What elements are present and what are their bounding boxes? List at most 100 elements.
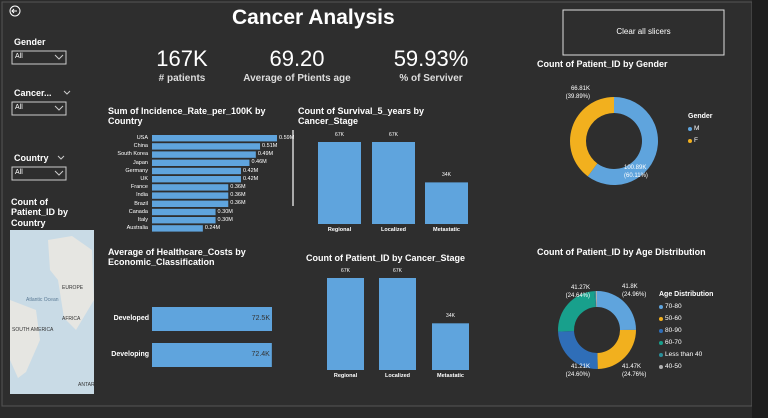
- data-label: 34K: [442, 172, 451, 179]
- bar: [152, 208, 216, 216]
- legend-title: Gender: [688, 113, 713, 120]
- percent-label: (24.64%): [565, 293, 590, 299]
- percent-label: (24.96%): [622, 292, 647, 298]
- chevrons: [54, 54, 71, 176]
- chart-title: Average of Healthcare_Costs by Economic_…: [108, 247, 246, 268]
- data-label: 72.5K: [251, 315, 270, 322]
- clear-button-box[interactable]: [562, 9, 725, 56]
- donut-slice: [558, 330, 598, 369]
- chart-title: Count of Patient_ID by Age Distribution: [537, 247, 706, 257]
- map-label: Atlantic Ocean: [26, 297, 59, 303]
- map-label: AFRICA: [62, 316, 81, 322]
- legend-entry: 40-50: [665, 363, 682, 370]
- slicer-box[interactable]: [11, 166, 67, 181]
- donut-slice: [587, 97, 659, 185]
- category-label: Localized: [384, 373, 411, 379]
- category-label: Developed: [113, 314, 149, 322]
- legend-marker: [659, 341, 663, 345]
- category-label: Japan: [133, 159, 148, 166]
- data-label: 41.21K: [570, 364, 590, 370]
- donut-slice: [570, 97, 614, 177]
- data-label: 41.47K: [622, 364, 642, 370]
- bar: [152, 192, 229, 199]
- legend-marker: [659, 317, 663, 321]
- map-label: EUROPE: [62, 285, 84, 291]
- map-label: SOUTH AMERICA: [12, 327, 54, 333]
- donut-slice: [597, 329, 637, 369]
- slicer-value[interactable]: All: [15, 169, 23, 176]
- category-label: South Korea: [117, 151, 148, 158]
- slicer-label: Cancer...: [14, 88, 52, 98]
- legend-entry: M: [694, 125, 700, 132]
- category-label: Metastatic: [437, 373, 464, 379]
- category-label: Regional: [333, 373, 358, 379]
- percent-label: (60.11%): [624, 173, 648, 179]
- map-land: [10, 300, 40, 378]
- map-label: ANTAR: [78, 382, 95, 388]
- bar: [152, 217, 216, 224]
- bar: [152, 151, 256, 158]
- legend-entry: Less than 40: [665, 351, 703, 358]
- legend-marker: [659, 353, 663, 357]
- legend-title: Age Distribution: [659, 291, 714, 298]
- scrollbar[interactable]: [292, 130, 294, 206]
- slicer-label: Country: [14, 153, 49, 163]
- slicer-box[interactable]: [11, 50, 67, 65]
- category-label: USA: [136, 134, 148, 141]
- kpi-label: Average of Ptients age: [243, 73, 351, 84]
- kpi-label: % of Serviver: [399, 73, 463, 84]
- slicer-value[interactable]: All: [15, 104, 23, 111]
- clear-slicers[interactable]: Clear all slicers: [616, 27, 671, 36]
- bar: [152, 176, 241, 183]
- bar: [152, 225, 203, 232]
- map-title: Count of Patient_ID by Country: [11, 197, 69, 228]
- donut-slice: [594, 291, 597, 308]
- category-label: Brazil: [134, 200, 148, 207]
- back-button[interactable]: [9, 5, 21, 17]
- legend-marker: [688, 127, 692, 131]
- legend-marker: [659, 365, 663, 369]
- data-label: 72.4K: [251, 351, 270, 358]
- category-label: India: [136, 192, 148, 199]
- bar: [425, 182, 468, 224]
- data-label: 100.89K: [624, 165, 647, 171]
- bar: [152, 184, 229, 191]
- category-label: Metastatic: [433, 227, 460, 233]
- legend-marker: [659, 305, 663, 309]
- bar: [152, 343, 272, 367]
- bar: [152, 159, 250, 166]
- side-strip: [752, 0, 768, 418]
- legend-marker: [659, 329, 663, 333]
- data-label: 67K: [393, 268, 402, 274]
- kpi-value: 59.93%: [393, 46, 469, 71]
- data-label: 34K: [446, 313, 455, 320]
- slicer-value[interactable]: All: [15, 53, 23, 60]
- category-label: Italy: [137, 216, 148, 223]
- data-label: 41.27K: [570, 285, 590, 291]
- kpi-value: 69.20: [269, 46, 325, 71]
- back-arrow: [11, 8, 17, 14]
- category-label: Regional: [327, 227, 352, 233]
- data-label: 67K: [389, 132, 398, 138]
- page-title: Cancer Analysis: [232, 6, 395, 29]
- kpi-label: # patients: [158, 73, 206, 84]
- percent-label: (24.60%): [565, 372, 590, 378]
- category-label: Localized: [380, 227, 407, 233]
- percent-label: (24.76%): [622, 372, 647, 378]
- bar: [152, 135, 277, 142]
- donut-slice: [558, 291, 596, 332]
- slicer-box[interactable]: [11, 101, 67, 116]
- data-label: 0.36M: [230, 192, 246, 199]
- category-label: China: [133, 143, 148, 150]
- category-label: France: [130, 184, 148, 191]
- chart-title: Count of Survival_5_years by Cancer_Stag…: [298, 106, 425, 127]
- chart-title: Count of Patient_ID by Gender: [537, 59, 668, 69]
- data-label: 41.8K: [622, 284, 638, 290]
- data-label: 0.42M: [242, 167, 259, 174]
- chart-title: Count of Patient_ID by Cancer_Stage: [306, 253, 466, 263]
- legend-marker: [688, 139, 692, 143]
- data-label: 67K: [341, 268, 350, 274]
- data-label: 0.24M: [204, 224, 221, 231]
- data-label: 0.36M: [230, 183, 246, 190]
